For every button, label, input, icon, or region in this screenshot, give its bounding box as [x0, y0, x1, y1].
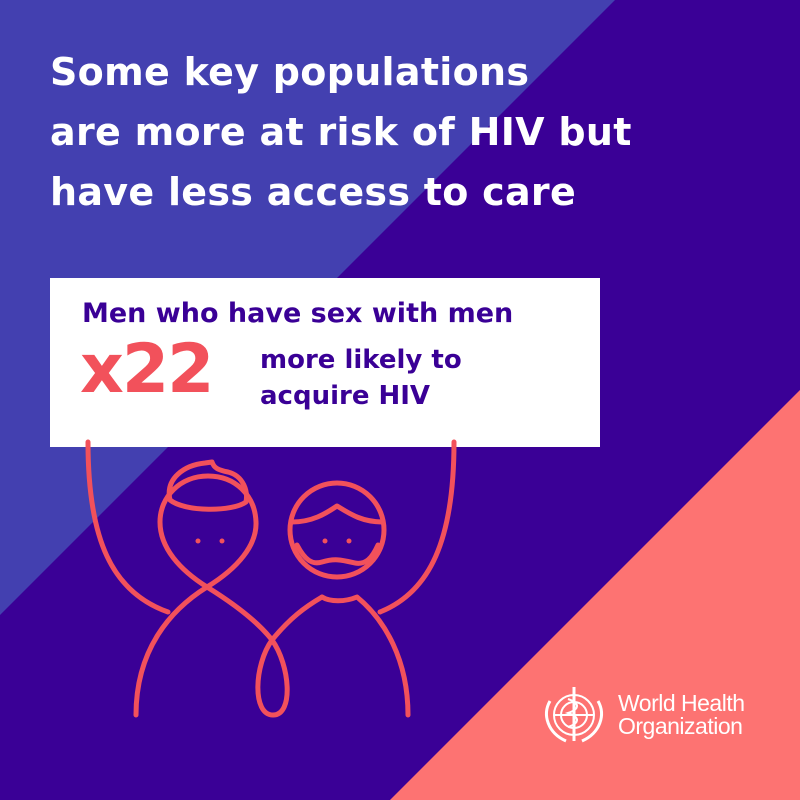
description-line: more likely to — [260, 345, 462, 375]
who-wordmark-line: World Health — [618, 690, 745, 716]
title-line: Some key populations — [50, 50, 530, 94]
page-title: Some key populations are more at risk of… — [50, 42, 632, 222]
man-outline — [133, 473, 325, 718]
woman-eye — [322, 538, 328, 544]
woman-head — [287, 480, 387, 580]
title-line: are more at risk of HIV but — [50, 110, 632, 154]
description-line: acquire HIV — [260, 381, 431, 411]
left-arm — [85, 439, 171, 615]
risk-description: more likely to acquire HIV — [260, 342, 462, 414]
statistic-card: Men who have sex with men x22 more likel… — [50, 278, 600, 447]
who-emblem-icon — [545, 687, 603, 743]
woman-eye — [346, 538, 352, 544]
right-arm — [377, 439, 457, 615]
who-logo: World Health Organization — [538, 683, 745, 747]
woman-bangs — [289, 503, 386, 525]
risk-multiplier: x22 — [80, 330, 214, 409]
background-coral-triangle — [390, 390, 800, 800]
who-wordmark: World Health Organization — [618, 692, 745, 738]
population-label: Men who have sex with men — [82, 298, 514, 329]
man-eye — [195, 538, 201, 544]
man-eye — [219, 538, 225, 544]
woman-body — [319, 594, 411, 718]
who-wordmark-line: Organization — [618, 713, 743, 739]
man-hair — [166, 459, 249, 512]
title-line: have less access to care — [50, 170, 577, 214]
woman-hair-lower — [294, 542, 381, 566]
